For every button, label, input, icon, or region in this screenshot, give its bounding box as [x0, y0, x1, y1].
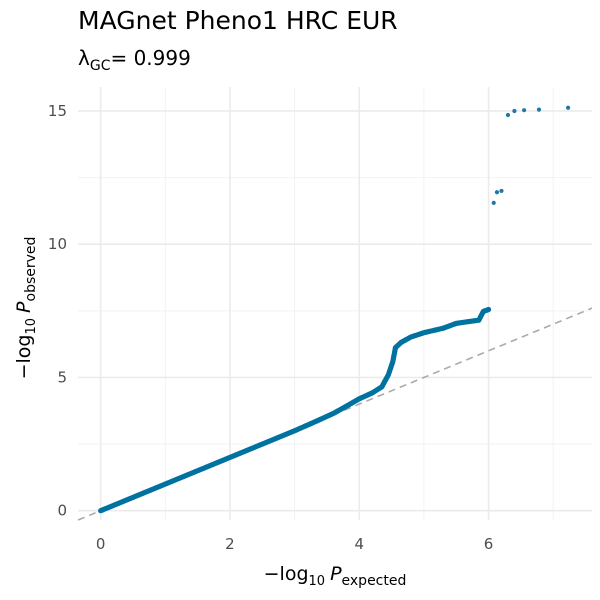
x-axis-ticks: 0 2 4 6 [96, 535, 493, 553]
lambda-symbol: λ [78, 46, 90, 70]
x-axis-base: 10 [309, 574, 326, 589]
y-tick-label: 0 [57, 502, 67, 520]
chart-title: MAGnet Pheno1 HRC EUR [78, 6, 398, 35]
y-axis-ticks: 0 5 10 15 [48, 102, 67, 520]
x-tick-label: 2 [225, 535, 235, 553]
outlier-point [512, 108, 517, 114]
y-tick-label: 5 [57, 368, 67, 386]
data-point [485, 306, 492, 313]
y-axis-sub: observed [23, 237, 39, 302]
x-axis-var: P [330, 563, 342, 585]
y-tick-label: 15 [48, 102, 67, 120]
x-tick-label: 6 [484, 535, 494, 553]
x-axis-sub: expected [342, 573, 407, 589]
y-axis-prefix: −log [13, 335, 35, 380]
chart-subtitle: λGC= 0.999 [78, 46, 191, 74]
y-axis-var: P [13, 301, 35, 313]
lambda-value: = 0.999 [110, 46, 191, 70]
data-points [98, 105, 571, 514]
outlier-point [536, 107, 542, 112]
outlier-point [491, 200, 496, 206]
lambda-subscript: GC [89, 58, 111, 74]
y-tick-label: 10 [48, 235, 67, 253]
outlier-point [565, 105, 571, 110]
y-axis-base: 10 [24, 318, 39, 335]
x-axis-title: −log10 Pexpected [264, 563, 407, 589]
grid-major [78, 87, 592, 520]
outlier-point [499, 188, 504, 194]
outlier-point [505, 112, 511, 118]
grid-minor [78, 87, 592, 520]
x-tick-label: 0 [96, 535, 106, 553]
y-axis-title: −log10 Pobserved [13, 237, 39, 380]
outlier-point [494, 190, 500, 195]
x-axis-prefix: −log [264, 563, 309, 585]
outlier-point [522, 108, 527, 113]
x-tick-label: 4 [354, 535, 364, 553]
